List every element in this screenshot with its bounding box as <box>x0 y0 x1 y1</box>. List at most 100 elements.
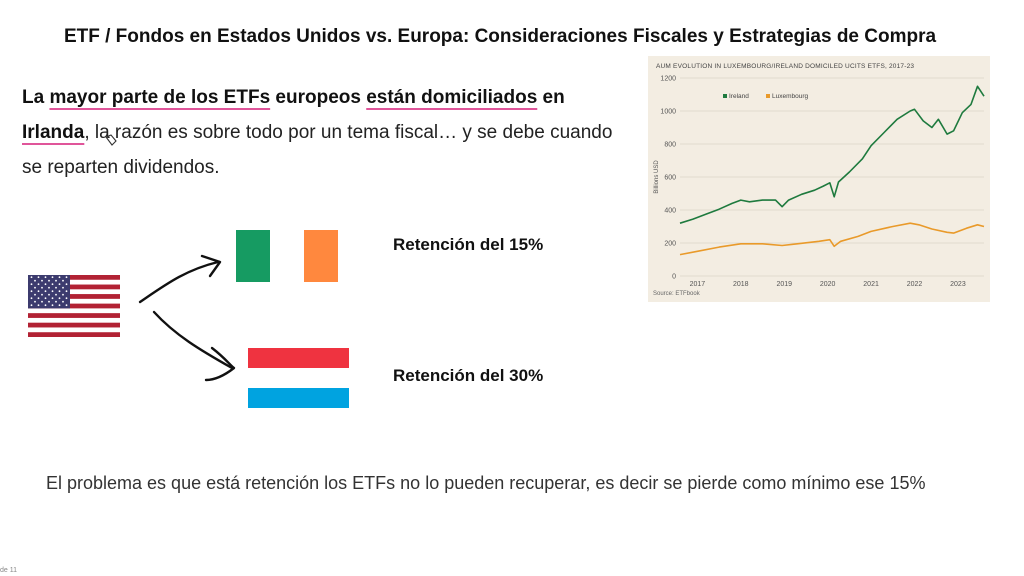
chart-series-line-ireland <box>679 85 985 224</box>
usa-flag-star <box>44 290 47 293</box>
usa-flag-star <box>55 286 57 289</box>
chart-legend-swatch <box>723 94 727 98</box>
chart-legend-label: Ireland <box>729 93 749 100</box>
usa-flag-star <box>55 279 57 282</box>
chart-y-axis-label: Billions USD <box>654 160 660 194</box>
usa-flag-star <box>30 276 33 279</box>
usa-flag-star <box>55 300 57 303</box>
usa-flag-stripe <box>28 284 120 290</box>
usa-flag-star <box>41 293 43 296</box>
usa-flag-star <box>62 286 64 289</box>
chart-source: Source: ETFbook <box>653 291 700 297</box>
usa-flag-star <box>65 276 68 279</box>
chart-x-tick-label: 2023 <box>950 281 966 288</box>
usa-flag-stripe <box>28 308 120 314</box>
chart-legend-label: Luxembourg <box>772 93 809 100</box>
chart-y-tick-label: 600 <box>664 175 676 182</box>
usa-flag-stripe <box>28 327 120 333</box>
usa-flag-stripe <box>28 303 120 309</box>
chart-x-tick-label: 2017 <box>690 281 706 288</box>
usa-flag-star <box>58 283 61 286</box>
chart-y-tick-label: 1200 <box>660 76 676 83</box>
chart-x-tick-label: 2021 <box>863 281 879 288</box>
usa-flag-star <box>58 304 61 307</box>
luxembourg-flag-blue <box>248 388 349 408</box>
intro-part-2: mayor parte de los ETFs <box>49 87 271 108</box>
usa-flag-star <box>58 297 61 300</box>
usa-flag-stripe <box>28 275 120 280</box>
intro-paragraph: La mayor parte de los ETFs europeos está… <box>22 80 632 185</box>
usa-flag-star <box>44 283 47 286</box>
chart-y-tick-label: 0 <box>672 274 676 281</box>
pencil-cursor-icon <box>105 134 117 146</box>
usa-flag-star <box>65 304 68 307</box>
usa-flag-star <box>37 297 40 300</box>
chart-x-tick-label: 2022 <box>907 281 923 288</box>
usa-flag-icon <box>28 275 120 337</box>
usa-flag-star <box>34 300 36 303</box>
usa-flag-stripe <box>28 322 120 328</box>
usa-flag-star <box>34 279 36 282</box>
intro-part-7: , la razón es sobre todo por un tema fis… <box>22 122 613 178</box>
retention-luxembourg-label: Retención del 30% <box>393 366 544 385</box>
chart-y-tick-label: 800 <box>664 142 676 149</box>
usa-flag-star <box>48 293 50 296</box>
ireland-flag-orange <box>304 230 338 282</box>
usa-flag-star <box>65 283 68 286</box>
luxembourg-flag-red <box>248 348 349 368</box>
chart-title: AUM EVOLUTION IN LUXEMBOURG/IRELAND DOMI… <box>656 63 915 70</box>
usa-flag-star <box>41 300 43 303</box>
usa-flag-star <box>34 293 36 296</box>
usa-flag-star <box>30 297 33 300</box>
intro-part-6: Irlanda <box>22 122 85 143</box>
intro-part-1: La <box>22 87 50 108</box>
usa-flag-star <box>48 279 50 282</box>
usa-flag-star <box>30 283 33 286</box>
usa-flag-stripe <box>28 317 120 323</box>
usa-flag-star <box>62 279 64 282</box>
chart-series-line-luxembourg <box>679 222 985 256</box>
usa-flag-star <box>62 300 64 303</box>
luxembourg-flag-white <box>248 368 349 388</box>
arrows-icon <box>138 254 236 382</box>
ireland-flag-green <box>236 230 270 282</box>
usa-flag-star <box>41 279 43 282</box>
usa-flag-star <box>58 276 61 279</box>
usa-flag-star <box>41 286 43 289</box>
usa-flag-star <box>44 276 47 279</box>
usa-flag-stripe <box>28 332 120 337</box>
usa-flag-star <box>65 290 68 293</box>
intro-part-3: europeos <box>270 87 367 108</box>
usa-flag-stripe <box>28 298 120 304</box>
chart-y-tick-label: 200 <box>664 241 676 248</box>
usa-flag-star <box>30 290 33 293</box>
slide-counter: de 11 <box>0 567 17 574</box>
usa-flag-stripe <box>28 294 120 300</box>
usa-flag-star <box>44 297 47 300</box>
retention-ireland-label: Retención del 15% <box>393 235 544 254</box>
usa-flag-star <box>48 286 50 289</box>
chart-x-tick-label: 2019 <box>776 281 792 288</box>
usa-flag-star <box>55 293 57 296</box>
luxembourg-flag-icon <box>248 348 349 410</box>
slide-title: ETF / Fondos en Estados Unidos vs. Europ… <box>63 26 937 47</box>
usa-flag-star <box>34 286 36 289</box>
usa-flag-stripe <box>28 289 120 295</box>
usa-flag-star <box>51 297 54 300</box>
usa-flag-star <box>37 304 40 307</box>
intro-part-4: están domiciliados <box>366 87 538 108</box>
usa-flag-stripe <box>28 279 120 285</box>
bottom-paragraph: El problema es que está retención los ET… <box>46 473 926 493</box>
usa-flag-star <box>37 283 40 286</box>
usa-flag-star <box>62 293 64 296</box>
usa-flag-star <box>51 276 54 279</box>
usa-flag-star <box>48 300 50 303</box>
chart-y-tick-label: 1000 <box>660 109 676 116</box>
usa-flag-star <box>51 290 54 293</box>
usa-flag-star <box>51 304 54 307</box>
usa-flag-star <box>37 276 40 279</box>
usa-flag-star <box>58 290 61 293</box>
chart-x-tick-label: 2018 <box>733 281 749 288</box>
usa-flag-star <box>37 290 40 293</box>
aum-chart: AUM EVOLUTION IN LUXEMBOURG/IRELAND DOMI… <box>648 56 990 302</box>
